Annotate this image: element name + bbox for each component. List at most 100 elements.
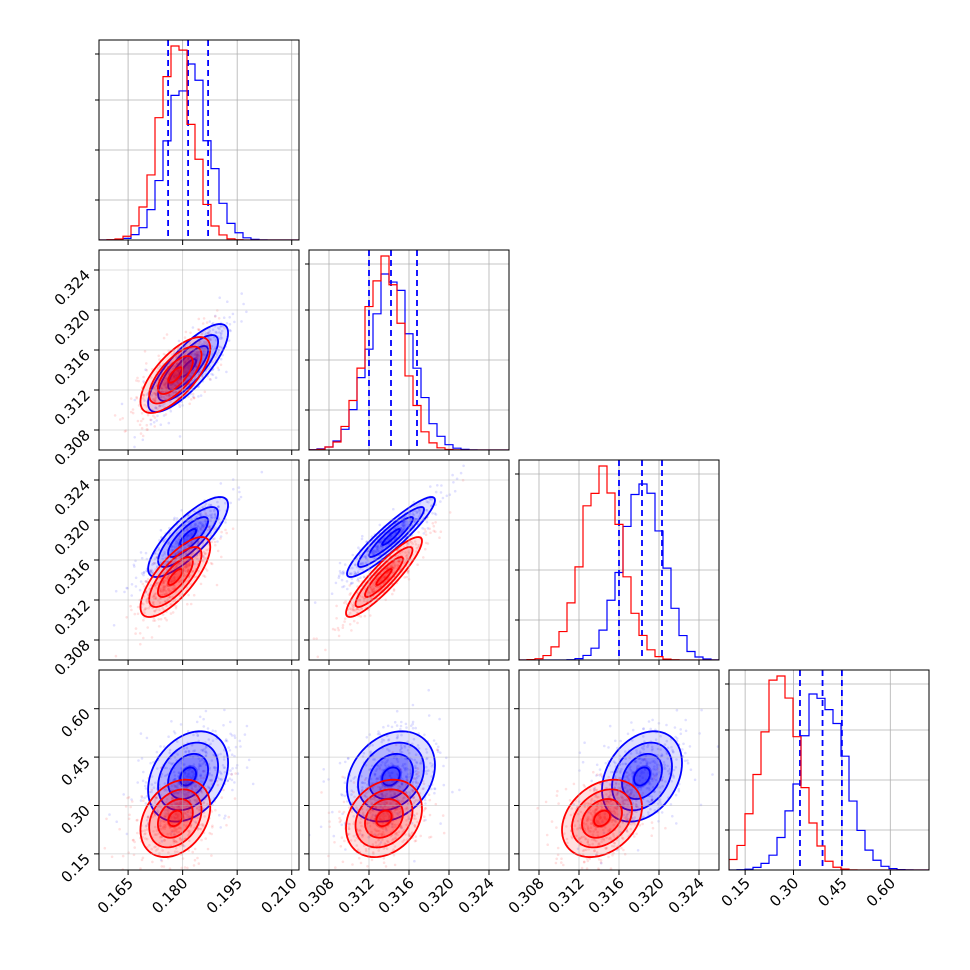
sample-point — [175, 517, 179, 520]
sample-point — [386, 724, 390, 728]
sample-point — [423, 798, 427, 802]
sample-point — [191, 392, 195, 396]
sample-point — [199, 582, 203, 586]
sample-point — [158, 358, 161, 361]
sample-point — [686, 761, 690, 765]
sample-point — [247, 758, 251, 762]
sample-point — [214, 543, 217, 547]
sample-point — [211, 729, 215, 732]
sample-point — [341, 860, 345, 864]
x-tick-label: 0.320 — [415, 874, 458, 917]
sample-point — [159, 404, 162, 407]
sample-point — [140, 411, 144, 415]
sample-point — [370, 858, 374, 862]
sample-point — [215, 331, 218, 335]
sample-point — [340, 836, 344, 839]
sample-point — [144, 580, 148, 583]
sample-point — [136, 612, 140, 616]
sample-point — [143, 784, 147, 788]
sample-point — [159, 423, 163, 427]
sample-point — [345, 800, 349, 803]
sample-point — [197, 862, 201, 865]
sample-point — [578, 769, 581, 772]
sample-point — [125, 586, 128, 590]
sample-point — [352, 619, 356, 623]
sample-point — [141, 434, 145, 438]
sample-point — [233, 736, 237, 740]
sample-point — [581, 760, 585, 764]
sample-point — [139, 799, 143, 802]
sample-point — [233, 734, 236, 737]
sample-point — [675, 737, 679, 740]
sample-point — [137, 759, 140, 762]
sample-point — [196, 856, 199, 860]
sample-point — [190, 398, 193, 401]
sample-point — [191, 326, 195, 329]
sample-point — [341, 572, 345, 576]
sample-point — [382, 861, 386, 864]
sample-point — [193, 847, 197, 851]
sample-point — [342, 810, 346, 814]
sample-point — [219, 357, 223, 361]
sample-point — [239, 745, 242, 748]
sample-point — [688, 745, 692, 748]
sample-point — [583, 741, 586, 744]
sample-point — [138, 588, 142, 592]
sample-point — [417, 530, 420, 534]
sample-point — [134, 632, 137, 635]
sample-point — [118, 827, 121, 831]
sample-point — [434, 521, 437, 524]
sample-point — [131, 800, 134, 803]
sample-point — [351, 553, 355, 557]
sample-point — [206, 343, 209, 347]
panel-0-0 — [95, 39, 300, 245]
sample-point — [152, 421, 156, 424]
sample-point — [451, 790, 454, 794]
sample-point — [149, 422, 153, 426]
sample-point — [363, 614, 367, 618]
sample-point — [133, 445, 136, 449]
sample-point — [545, 833, 549, 837]
sample-point — [204, 837, 207, 840]
sample-point — [203, 390, 207, 394]
sample-point — [153, 425, 156, 428]
sample-point — [211, 321, 215, 325]
sample-point — [433, 791, 436, 795]
sample-point — [197, 328, 201, 332]
sample-point — [222, 316, 226, 320]
sample-point — [349, 592, 353, 595]
sample-point — [159, 745, 162, 748]
sample-point — [382, 725, 385, 729]
sample-point — [679, 732, 683, 736]
sample-point — [142, 799, 145, 802]
sample-point — [141, 438, 145, 442]
sample-point — [550, 820, 554, 823]
sample-point — [711, 773, 714, 776]
sample-point — [139, 642, 142, 646]
sample-point — [434, 742, 438, 746]
sample-point — [112, 624, 116, 627]
sample-point — [590, 779, 593, 783]
sample-point — [140, 794, 143, 798]
sample-point — [228, 316, 231, 319]
sample-point — [139, 432, 143, 435]
sample-point — [337, 634, 341, 638]
sample-point — [684, 729, 688, 733]
panel-2-2 — [515, 459, 720, 665]
panel-1-1 — [305, 249, 510, 455]
y-tick-label: 0.316 — [51, 556, 94, 599]
sample-point — [423, 815, 426, 818]
sample-point — [178, 435, 182, 438]
sample-point — [405, 726, 408, 729]
sample-point — [214, 376, 218, 380]
sample-point — [608, 724, 612, 728]
sample-point — [393, 720, 397, 724]
sample-point — [430, 787, 433, 791]
sample-point — [411, 720, 415, 724]
sample-point — [228, 323, 232, 326]
sample-point — [334, 581, 338, 585]
panel-frame — [98, 39, 300, 241]
sample-point — [219, 537, 222, 540]
sample-point — [169, 383, 173, 387]
